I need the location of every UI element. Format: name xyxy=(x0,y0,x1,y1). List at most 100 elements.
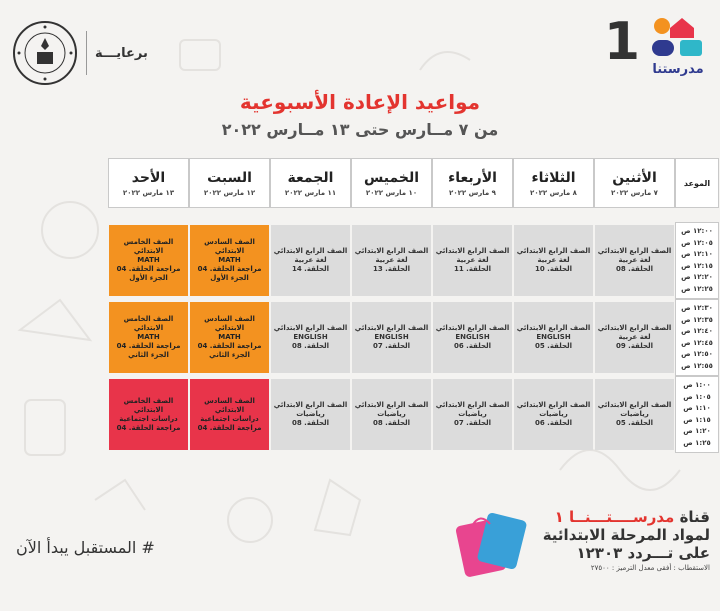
slot-line: الحلقة. 08 xyxy=(372,419,411,427)
day-header: الجمعة ١١ مارس ٢٠٢٢ xyxy=(270,158,351,208)
slot-line: الصف الرابع الابتدائي xyxy=(273,324,348,332)
slot-line: الصف الرابع الابتدائي xyxy=(354,401,429,409)
slot-line: مراجعة الحلقة. 04 xyxy=(197,265,262,273)
madrasetna-logo: 1 مدرستنا xyxy=(604,16,706,77)
slot-line: MATH xyxy=(137,256,160,264)
schedule-slot: الصف الرابع الابتدائي لغة عربية الحلقة. 09 xyxy=(595,302,674,373)
schedule-slot: الصف الرابع الابتدائي رياضيات الحلقة. 08 xyxy=(271,379,350,450)
slot-line: ENGLISH xyxy=(536,333,571,341)
time-label: ١٢:٣٥ ص xyxy=(681,315,713,324)
row-spacer xyxy=(270,208,351,222)
slot-line: لغة عربية xyxy=(618,256,651,264)
slot-line: مراجعة الحلقة. 04 xyxy=(116,342,181,350)
day-date: ١٣ مارس ٢٠٢٢ xyxy=(122,188,175,197)
day-date: ٩ مارس ٢٠٢٢ xyxy=(449,188,496,197)
schedule-slot: الصف السادس الابتدائي MATH مراجعة الحلقة. … xyxy=(190,302,269,373)
day-date: ١٠ مارس ٢٠٢٢ xyxy=(365,188,418,197)
page-subtitle: من ٧ مــارس حتى ١٣ مــارس ٢٠٢٢ xyxy=(221,120,499,139)
slot-line: MATH xyxy=(137,333,160,341)
schedule-slot: الصف الرابع الابتدائي رياضيات الحلقة. 08 xyxy=(352,379,431,450)
channel-name: مدرســــتـــنــا ١ xyxy=(554,508,675,526)
slot-line: دراسات اجتماعية xyxy=(200,414,259,423)
slot-line: الصف الرابع الابتدائي xyxy=(597,247,672,255)
header-separator xyxy=(86,31,87,75)
day-header: الأربعاء ٩ مارس ٢٠٢٢ xyxy=(432,158,513,208)
time-label: ١:٢٠ ص xyxy=(683,427,711,436)
slot-line: الصف الرابع الابتدائي xyxy=(435,324,510,332)
logo-number: 1 xyxy=(603,12,640,72)
slot-line: مراجعة الحلقة. 04 xyxy=(116,423,181,432)
logo-shapes-icon xyxy=(652,18,702,56)
frequency-line: على تـــردد ١٢٣٠٣ xyxy=(576,544,710,562)
slot-line: رياضيات xyxy=(377,410,406,418)
day-date: ٨ مارس ٢٠٢٢ xyxy=(530,188,577,197)
slot-line: الصف الرابع الابتدائي xyxy=(273,401,348,409)
slot-line: الصف السادس الابتدائي xyxy=(204,396,255,414)
slot-line: MATH xyxy=(218,333,241,341)
slot-line: الحلقة. 11 xyxy=(453,265,492,273)
schedule-slot: الصف الرابع الابتدائي رياضيات الحلقة. 06 xyxy=(514,379,593,450)
slot-line: رياضيات xyxy=(539,410,568,418)
slot-line: الصف السادس الابتدائي xyxy=(204,238,255,255)
schedule-table: الموعد الأثنين ٧ مارس ٢٠٢٢ الثلاثاء ٨ مارس … xyxy=(57,158,719,463)
day-name: الخميس xyxy=(363,169,420,186)
time-label: ١:٠٥ ص xyxy=(683,392,711,401)
slot-line: الصف الرابع الابتدائي xyxy=(516,324,591,332)
slot-line: مراجعة الحلقة. 04 xyxy=(197,423,262,432)
time-label: ١٢:٥٥ ص xyxy=(681,361,713,370)
page-title: مواعيد الإعادة الأسبوعية xyxy=(239,90,481,114)
schedule-slot: الصف السادس الابتدائي دراسات اجتماعية مراج… xyxy=(190,379,269,450)
slot-line: لغة عربية xyxy=(618,333,651,341)
slot-line: الحلقة. 14 xyxy=(291,265,330,273)
slot-line: مراجعة الحلقة. 04 xyxy=(197,342,262,350)
slot-line: لغة عربية xyxy=(294,256,327,264)
slot-line: الصف الخامس الابتدائي xyxy=(123,238,174,255)
day-name: السبت xyxy=(207,169,252,186)
day-header: الثلاثاء ٨ مارس ٢٠٢٢ xyxy=(513,158,594,208)
logo-mark: مدرستنا xyxy=(650,16,706,77)
slot-line: الحلقة. 05 xyxy=(534,342,573,350)
slot-line: الصف الرابع الابتدائي xyxy=(516,247,591,255)
row-spacer xyxy=(513,208,594,222)
day-name: الأحد xyxy=(131,169,166,186)
channel-prefix: قناة xyxy=(679,508,710,526)
slot-line: الصف الرابع الابتدائي xyxy=(435,401,510,409)
slot-line: MATH xyxy=(218,256,241,264)
day-name: الجمعة xyxy=(287,169,334,186)
slot-line: رياضيات xyxy=(620,410,649,418)
patron-label: برعايـــة xyxy=(95,45,148,61)
schedule-slot: الصف الرابع الابتدائي ENGLISH الحلقة. 07 xyxy=(352,302,431,373)
slot-line: الحلقة. 06 xyxy=(534,419,573,427)
row-spacer xyxy=(432,208,513,222)
time-column: ١:٠٠ ص ١:٠٥ ص ١:١٠ ص ١:١٥ ص ١:٢٠ ص ١:٢٥ ص xyxy=(675,376,719,453)
day-header: الأثنين ٧ مارس ٢٠٢٢ xyxy=(594,158,675,208)
header-left: برعايـــة xyxy=(12,18,148,88)
slot-line: الصف الخامس الابتدائي xyxy=(123,396,174,414)
slot-line: الصف السادس الابتدائي xyxy=(204,315,255,332)
schedule-slot: الصف الرابع الابتدائي رياضيات الحلقة. 05 xyxy=(595,379,674,450)
day-name: الثلاثاء xyxy=(531,169,576,186)
time-label: ١:٢٥ ص xyxy=(683,438,711,447)
schedule-slot: الصف الخامس الابتدائي دراسات اجتماعية مراج… xyxy=(109,379,188,450)
time-label: ١٢:٤٠ ص xyxy=(681,327,713,336)
slot-line: رياضيات xyxy=(296,410,325,418)
schedule-slot: الصف الرابع الابتدائي ENGLISH الحلقة. 06 xyxy=(433,302,512,373)
slot-line: الحلقة. 10 xyxy=(534,265,573,273)
corner-header: الموعد xyxy=(675,158,719,208)
day-header: الأحد ١٣ مارس ٢٠٢٢ xyxy=(108,158,189,208)
slot-line: مراجعة الحلقة. 04 xyxy=(116,265,181,273)
time-label: ١٢:٠٠ ص xyxy=(681,227,713,235)
slot-line: الحلقة. 13 xyxy=(372,265,411,273)
time-label: ١:٠٠ ص xyxy=(683,381,711,389)
row-spacer xyxy=(108,208,189,222)
slot-line: الصف الرابع الابتدائي xyxy=(354,324,429,332)
day-name: الأربعاء xyxy=(448,169,497,186)
slot-line: الصف الخامس الابتدائي xyxy=(123,315,174,332)
time-label: ١٢:٠٥ ص xyxy=(681,238,713,247)
slot-line: رياضيات xyxy=(458,410,487,418)
schedule-slot: الصف الرابع الابتدائي رياضيات الحلقة. 07 xyxy=(433,379,512,450)
slot-line: الصف الرابع الابتدائي xyxy=(516,401,591,409)
slot-line: الجزء الثاني xyxy=(128,351,169,359)
time-label: ١٢:١٠ ص xyxy=(681,250,713,259)
